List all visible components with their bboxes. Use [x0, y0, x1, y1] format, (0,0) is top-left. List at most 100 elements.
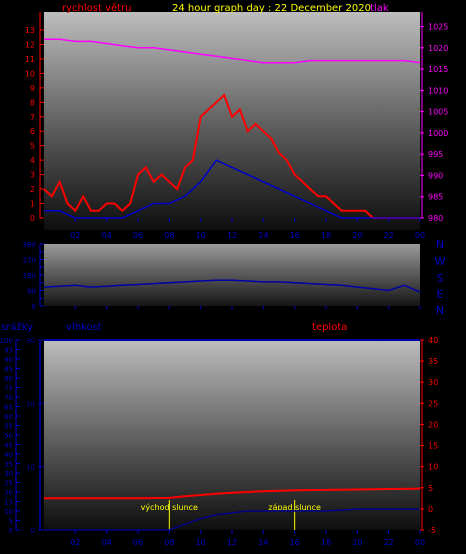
temperature-label: teplota	[312, 322, 347, 333]
humidity-tick-label: 35	[4, 461, 13, 469]
temperature-tick-label: 10	[428, 463, 438, 472]
wind-speed-label: rychlost větru	[62, 2, 132, 14]
wind-tick-label: 2	[30, 185, 35, 194]
x-tick-label: 22	[384, 538, 394, 547]
direction-tick-label: 90	[27, 288, 36, 296]
x-tick-label: 22	[384, 231, 394, 240]
rain-tick-label: 10	[26, 464, 35, 472]
graph-title: 24 hour graph day : 22 December 2020	[172, 3, 371, 14]
wind-tick-label: 13	[25, 26, 35, 35]
humidity-label: vlhkost	[66, 322, 102, 333]
x-tick-label: 04	[102, 231, 112, 240]
pressure-tick-label: 985	[428, 193, 443, 202]
wind-panel	[44, 12, 420, 230]
direction-tick-label: 270	[23, 257, 36, 265]
wind-pressure-chart: 0123456789101112139809859909951000100510…	[25, 12, 448, 240]
x-tick-label: 00	[415, 231, 425, 240]
x-tick-label: 18	[321, 231, 331, 240]
rain-tick-label: 20	[26, 400, 35, 408]
humidity-tick-label: 5	[9, 518, 13, 526]
x-tick-label: 14	[258, 231, 268, 240]
direction-tick-label: 0	[32, 303, 36, 311]
humidity-tick-label: 65	[4, 404, 13, 412]
x-tick-label: 00	[415, 538, 425, 547]
temperature-tick-label: 0	[428, 505, 433, 514]
series-line-0	[43, 93, 420, 219]
series-line-2	[44, 38, 421, 64]
x-tick-label: 02	[70, 538, 80, 547]
temperature-tick-label: 5	[428, 484, 433, 493]
wind-tick-label: 1	[30, 200, 35, 209]
wind-tick-label: 5	[30, 142, 35, 151]
x-tick-label: 16	[290, 538, 300, 547]
wind-tick-label: 10	[25, 69, 35, 78]
x-tick-label: 20	[352, 231, 362, 240]
x-tick-label: 14	[258, 538, 268, 547]
x-tick-label: 12	[227, 231, 237, 240]
humidity-tick-label: 85	[4, 366, 13, 374]
wind-direction-chart: 0 90 180 270 360	[23, 241, 421, 311]
direction-tick-label: 180	[23, 272, 36, 280]
humidity-tick-label: 10	[4, 508, 13, 516]
pressure-tick-label: 1020	[428, 44, 448, 53]
rain-tick-label: 0	[31, 527, 35, 535]
x-tick-label: 12	[227, 538, 237, 547]
humidity-tick-label: 50	[4, 432, 13, 440]
compass-letter-1: W	[435, 255, 446, 268]
sun-marker-label: východ slunce	[141, 503, 198, 512]
wind-tick-label: 4	[30, 156, 35, 165]
pressure-tick-label: 995	[428, 150, 443, 159]
wind-tick-label: 12	[25, 40, 35, 49]
compass-letter-4: N	[436, 304, 444, 317]
humidity-temperature-chart: 0510152025303540455055606570758085909510…	[0, 336, 438, 547]
temperature-tick-label: 35	[428, 357, 438, 366]
pressure-tick-label: 1000	[428, 129, 448, 138]
rain-tick-label: 30	[26, 337, 35, 345]
x-tick-label: 20	[352, 538, 362, 547]
wind-tick-label: 7	[30, 113, 35, 122]
compass-letter-2: S	[437, 272, 444, 285]
humidity-tick-label: 40	[4, 451, 13, 459]
temperature-tick-label: -5	[428, 526, 436, 535]
x-tick-label: 02	[70, 231, 80, 240]
humidity-tick-label: 75	[4, 385, 13, 393]
wind-tick-label: 8	[30, 98, 35, 107]
direction-panel	[44, 244, 420, 306]
x-tick-label: 18	[321, 538, 331, 547]
temperature-tick-label: 20	[428, 420, 438, 429]
series-line-1	[44, 159, 420, 219]
x-tick-label: 06	[133, 538, 143, 547]
humidity-tick-label: 20	[4, 489, 13, 497]
direction-tick-label: 360	[23, 241, 36, 249]
humidity-tick-label: 0	[9, 527, 13, 535]
temperature-tick-label: 15	[428, 442, 438, 451]
humidity-tick-label: 25	[4, 480, 13, 488]
x-tick-label: 10	[196, 538, 206, 547]
temperature-tick-label: 30	[428, 378, 438, 387]
humidity-tick-label: 55	[4, 423, 13, 431]
humidity-tick-label: 100	[0, 337, 13, 345]
series-line-0	[44, 508, 420, 531]
temperature-tick-label: 40	[428, 336, 438, 345]
wind-tick-label: 11	[25, 55, 35, 64]
humidity-tick-label: 80	[4, 375, 13, 383]
compass-letter-3: E	[437, 288, 444, 301]
x-tick-label: 06	[133, 231, 143, 240]
wind-tick-label: 3	[30, 171, 35, 180]
pressure-tick-label: 1015	[428, 65, 448, 74]
humidity-tick-label: 95	[4, 347, 13, 355]
wind-tick-label: 6	[30, 127, 35, 136]
series-line-1	[44, 487, 421, 500]
pressure-label: tlak	[370, 3, 389, 14]
x-tick-label: 10	[196, 231, 206, 240]
humidity-tick-label: 90	[4, 356, 13, 364]
temperature-tick-label: 25	[428, 399, 438, 408]
x-tick-label: 08	[164, 538, 174, 547]
humidity-tick-label: 30	[4, 470, 13, 478]
pressure-tick-label: 980	[428, 214, 443, 223]
humidity-tick-label: 70	[4, 394, 13, 402]
x-tick-label: 04	[102, 538, 112, 547]
sun-marker-label: západ slunce	[268, 503, 321, 512]
pressure-tick-label: 1025	[428, 23, 448, 32]
